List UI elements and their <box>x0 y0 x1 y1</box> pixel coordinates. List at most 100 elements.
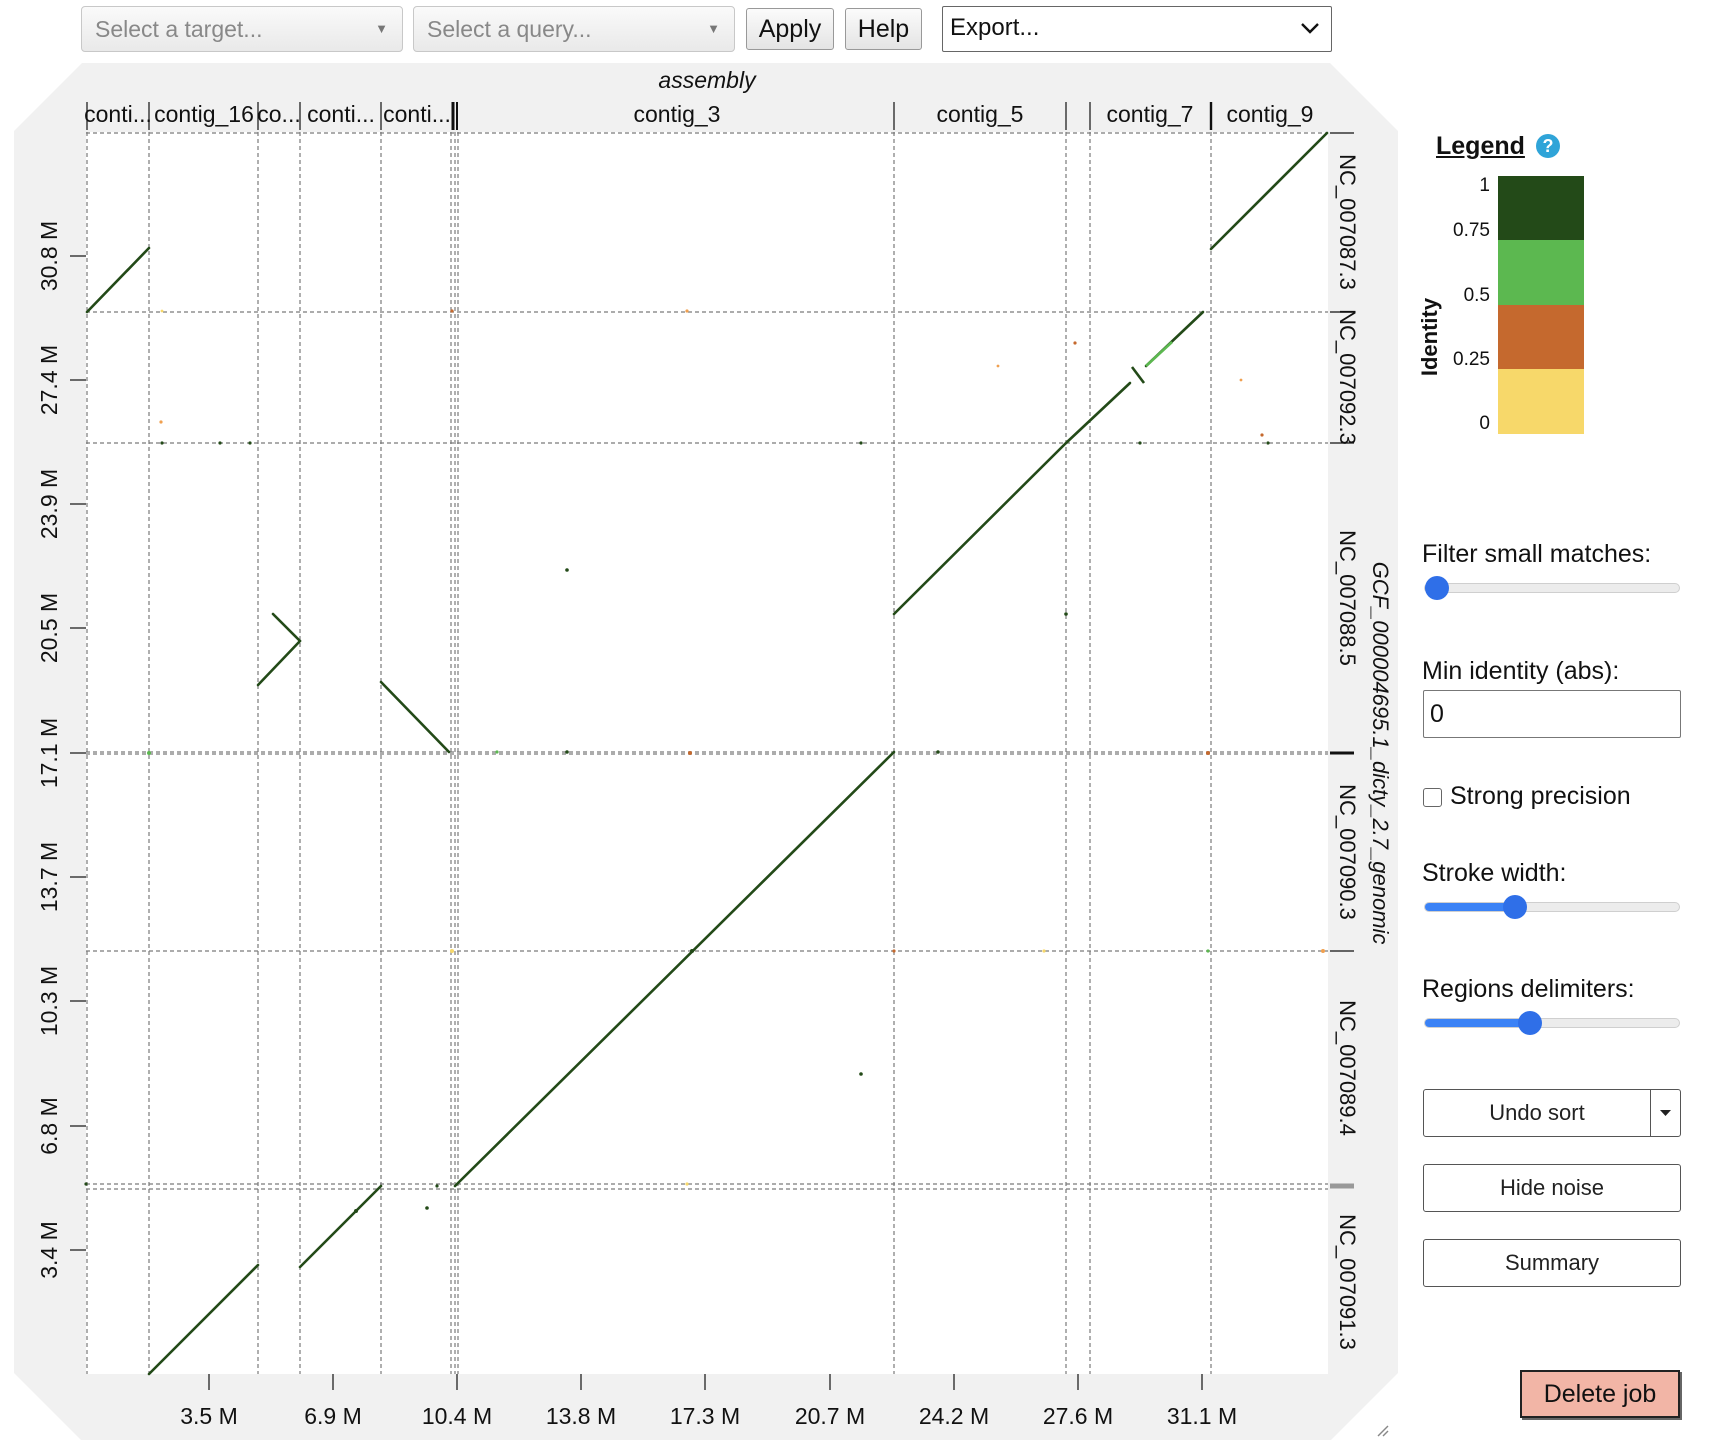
alignment-segment <box>453 750 896 1188</box>
export-select[interactable]: Export... <box>942 6 1332 52</box>
bottom-tick-labels: 3.5 M 6.9 M 10.4 M 13.8 M 17.3 M 20.7 M … <box>180 1403 1237 1429</box>
slider-fill <box>1425 903 1515 911</box>
filter-small-matches-label: Filter small matches: <box>1422 540 1652 568</box>
alignment-segment <box>892 441 1068 616</box>
y-tick-label: 10.3 M <box>36 966 62 1036</box>
legend-title: Legend <box>1436 132 1525 160</box>
min-identity-input[interactable]: 0 <box>1423 690 1681 738</box>
x-tick-label: 31.1 M <box>1167 1403 1237 1429</box>
plot-area[interactable] <box>86 132 1328 1374</box>
legend-tick: 0.25 <box>1453 349 1490 370</box>
top-contig-label: conti... <box>84 101 152 127</box>
top-axis-title: assembly <box>658 67 757 93</box>
right-axis-title: GCF_000004695.1_dicty_2.7_genomic <box>1368 562 1393 945</box>
horizontal-contig-delimiters <box>86 132 1328 1190</box>
undo-sort-dropdown-button[interactable] <box>1650 1089 1681 1137</box>
alignment-segment <box>147 1263 260 1376</box>
caret-down-icon <box>1660 1110 1671 1116</box>
alignment-segment <box>85 246 151 314</box>
query-select-placeholder: Select a query... <box>427 16 592 42</box>
alignment-segment <box>379 680 451 754</box>
y-tick-label: 3.4 M <box>36 1221 62 1279</box>
x-tick-label: 20.7 M <box>795 1403 865 1429</box>
help-button[interactable]: Help <box>845 8 922 50</box>
legend-swatch-low <box>1498 369 1584 434</box>
top-contig-label: conti... <box>307 101 375 127</box>
right-contig-label: NC_007090.3 <box>1335 784 1360 920</box>
query-select[interactable]: Select a query... ▼ <box>413 6 735 52</box>
top-contig-label: contig_3 <box>634 101 721 127</box>
top-axis-ticks <box>86 102 1213 130</box>
top-contig-labels: conti... contig_16 co... conti... conti.… <box>84 101 1313 127</box>
x-tick-label: 27.6 M <box>1043 1403 1113 1429</box>
target-select[interactable]: Select a target... ▼ <box>81 6 403 52</box>
vertical-contig-delimiters <box>86 132 1212 1374</box>
x-tick-label: 17.3 M <box>670 1403 740 1429</box>
x-tick-label: 13.8 M <box>546 1403 616 1429</box>
right-contig-label: NC_007089.4 <box>1335 1000 1360 1136</box>
x-tick-label: 24.2 M <box>919 1403 989 1429</box>
x-tick-label: 3.5 M <box>180 1403 238 1429</box>
target-select-placeholder: Select a target... <box>95 16 263 42</box>
legend-tick: 0.75 <box>1453 220 1490 241</box>
apply-button[interactable]: Apply <box>746 8 834 50</box>
top-contig-label: contig_5 <box>937 101 1024 127</box>
y-tick-label: 20.5 M <box>36 593 62 663</box>
resize-grip-icon[interactable] <box>1377 1425 1389 1437</box>
left-axis-ticks <box>70 255 86 1251</box>
right-contig-label: NC_007088.5 <box>1335 530 1360 666</box>
summary-button[interactable]: Summary <box>1423 1239 1681 1287</box>
slider-thumb[interactable] <box>1425 576 1449 600</box>
slider-fill <box>1425 1019 1530 1027</box>
alignment-matches <box>85 131 1329 1376</box>
y-tick-label: 27.4 M <box>36 345 62 415</box>
strong-precision-label: Strong precision <box>1450 782 1631 810</box>
alignment-segment <box>271 612 302 643</box>
export-select-label: Export... <box>950 14 1040 41</box>
filter-small-matches-slider[interactable] <box>1424 576 1680 600</box>
right-contig-label: NC_007091.3 <box>1335 1214 1360 1350</box>
legend-tick: 0 <box>1479 413 1490 434</box>
legend-axis-label: Identity <box>1417 297 1442 377</box>
y-tick-label: 23.9 M <box>36 469 62 539</box>
regions-delimiters-label: Regions delimiters: <box>1422 975 1635 1003</box>
identity-color-scale <box>1498 176 1584 434</box>
left-tick-labels: 3.4 M 6.8 M 10.3 M 13.7 M 17.1 M 20.5 M … <box>36 221 62 1279</box>
legend-swatch-mid-high <box>1498 240 1584 305</box>
y-tick-label: 17.1 M <box>36 718 62 788</box>
undo-sort-button[interactable]: Undo sort <box>1423 1089 1651 1137</box>
right-axis-ticks <box>1330 132 1354 1189</box>
right-contig-label: NC_007087.3 <box>1335 154 1360 290</box>
dotplot[interactable]: conti... contig_16 co... conti... conti.… <box>0 0 1400 1440</box>
help-icon[interactable]: ? <box>1536 134 1560 158</box>
regions-delimiters-slider[interactable] <box>1424 1011 1680 1035</box>
legend-swatch-high <box>1498 176 1584 240</box>
alignment-segment <box>1130 366 1146 384</box>
right-contig-label: NC_007092.3 <box>1335 309 1360 445</box>
alignment-segment <box>298 1184 383 1269</box>
legend-tick: 1 <box>1479 175 1490 196</box>
x-tick-label: 10.4 M <box>422 1403 492 1429</box>
strong-precision-checkbox[interactable] <box>1423 788 1442 807</box>
chevron-down-icon: ▼ <box>375 21 388 36</box>
bottom-axis-ticks <box>208 1374 1203 1390</box>
noise-matches <box>84 309 1325 1213</box>
right-contig-labels: NC_007087.3 NC_007092.3 NC_007088.5 NC_0… <box>1335 154 1360 1350</box>
legend-tick: 0.5 <box>1463 285 1490 306</box>
slider-thumb[interactable] <box>1517 1011 1542 1035</box>
hide-noise-button[interactable]: Hide noise <box>1423 1164 1681 1212</box>
slider-thumb[interactable] <box>1502 895 1527 919</box>
min-identity-label: Min identity (abs): <box>1422 657 1620 685</box>
chevron-down-icon: ▼ <box>707 21 720 36</box>
chevron-down-icon <box>1301 23 1319 34</box>
stroke-width-slider[interactable] <box>1424 895 1680 919</box>
y-tick-label: 6.8 M <box>36 1097 62 1155</box>
y-tick-label: 13.7 M <box>36 842 62 912</box>
top-contig-label: co... <box>257 101 300 127</box>
stroke-width-label: Stroke width: <box>1422 859 1567 887</box>
top-contig-label: conti... <box>383 101 451 127</box>
delete-job-button[interactable]: Delete job <box>1520 1370 1680 1418</box>
alignment-segment <box>1145 341 1173 367</box>
top-contig-label: contig_7 <box>1107 101 1194 127</box>
y-tick-label: 30.8 M <box>36 221 62 291</box>
